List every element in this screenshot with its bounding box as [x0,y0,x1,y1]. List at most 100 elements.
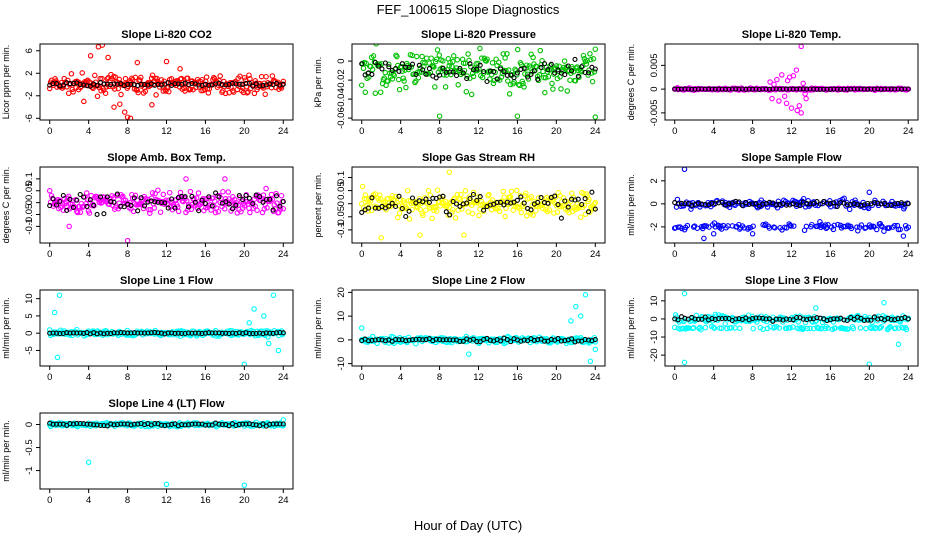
data-point [157,209,164,215]
x-tick-label: 16 [825,249,836,260]
panel-ylabel: ml/min per min. [626,297,636,359]
reference-point [804,200,810,207]
x-tick-label: 8 [125,249,130,260]
reference-point [57,198,63,205]
x-tick-label: 0 [47,495,52,506]
reference-point [726,86,732,92]
data-point [198,87,204,94]
reference-point [538,195,544,201]
reference-point [562,72,568,78]
reference-point [430,195,436,201]
reference-point [905,316,911,322]
outlier-point [163,481,170,488]
x-tick-label: 0 [47,249,52,260]
y-tick-label: 0 [24,200,35,205]
reference-point [716,200,722,206]
reference-point [253,81,259,87]
reference-point [548,61,554,67]
reference-point [152,329,158,335]
panel-1: Slope Li-820 CO2 Licor ppm per min. 0 4 8 12 1… [1,29,294,137]
outlier-point [802,91,808,97]
data-point [578,214,584,220]
x-tick-label: 4 [86,495,91,506]
reference-point [871,314,877,320]
reference-point [861,317,867,324]
reference-point [152,199,158,205]
data-point [711,325,718,331]
reference-point [902,86,908,92]
reference-point [777,86,783,92]
x-tick-label: 24 [590,126,601,137]
data-point [244,90,250,96]
data-point [783,225,790,231]
y-tick-label: -0.05 [24,204,35,226]
data-point [582,211,589,218]
reference-point [885,86,891,92]
data-point [496,59,502,66]
reference-point [474,339,480,345]
data-point [878,323,884,330]
reference-point [892,201,898,207]
outlier-point [783,100,790,107]
x-tick-label: 0 [47,372,52,383]
reference-point [125,81,131,87]
data-point [160,191,167,198]
reference-point [682,86,688,92]
reference-point [206,194,212,200]
data-point [399,68,406,74]
reference-point [199,331,205,337]
data-point [247,209,253,216]
data-point [877,325,884,331]
y-tick-label: 0 [336,201,347,206]
reference-point [722,86,729,92]
data-point [486,191,492,198]
panel-points [671,44,912,116]
data-point [413,78,419,84]
x-tick-label: 24 [278,495,289,506]
reference-point [277,203,283,209]
x-tick-label: 4 [86,372,91,383]
reference-point [206,330,212,336]
data-point [245,89,251,95]
reference-point [270,207,276,213]
reference-point [443,209,449,215]
reference-point [699,86,705,92]
data-point [408,64,415,70]
outlier-point [573,303,579,310]
data-point [478,198,485,205]
reference-point [396,68,402,74]
data-point [842,326,848,332]
reference-point [538,64,544,70]
reference-point [484,78,490,85]
data-point [195,190,202,196]
data-point [591,69,598,75]
panel-title: Slope Gas Stream RH [422,152,535,164]
reference-point [77,82,83,88]
reference-point [280,81,286,87]
y-tick-label: 10 [24,293,35,304]
outlier-point [710,231,717,237]
data-point [222,90,229,97]
data-point [367,195,373,201]
reference-point [372,337,378,343]
data-point [592,46,599,52]
data-point [567,77,573,83]
reference-point [569,68,575,74]
reference-point [804,86,810,92]
figure-xlabel: Hour of Day (UTC) [414,518,522,533]
reference-point [807,316,813,322]
reference-point [128,202,134,208]
data-point [807,325,813,332]
outlier-point [681,167,688,173]
reference-point [94,82,100,88]
reference-point [267,421,273,427]
outlier-point [466,351,472,357]
outlier-point [803,95,809,102]
reference-point [868,86,874,92]
x-tick-label: 8 [437,126,442,137]
data-point [586,67,592,73]
outlier-point [774,76,780,83]
data-point [381,75,388,81]
data-point [450,206,456,213]
panel-3: Slope Li-820 Temp. degrees C per min. 0 4 8 1… [626,29,919,137]
